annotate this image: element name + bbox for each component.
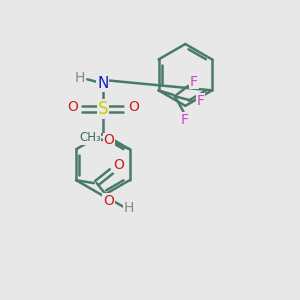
- Text: H: H: [74, 71, 85, 85]
- Text: F: F: [181, 113, 189, 127]
- Text: H: H: [123, 201, 134, 215]
- Text: O: O: [113, 158, 124, 172]
- Text: S: S: [98, 100, 108, 118]
- Text: O: O: [128, 100, 139, 114]
- Text: O: O: [67, 100, 78, 114]
- Text: CH₃: CH₃: [79, 131, 101, 144]
- Text: F: F: [197, 94, 205, 108]
- Text: N: N: [97, 76, 109, 91]
- Text: F: F: [190, 74, 198, 88]
- Text: O: O: [103, 194, 114, 208]
- Text: O: O: [103, 134, 115, 147]
